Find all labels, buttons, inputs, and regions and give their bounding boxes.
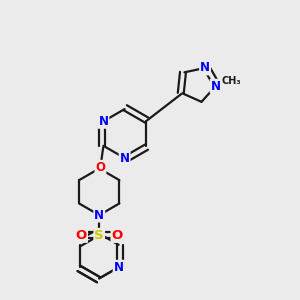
Text: CH₃: CH₃ (222, 76, 241, 86)
Text: N: N (114, 261, 124, 274)
Text: N: N (94, 208, 104, 222)
Text: O: O (95, 161, 105, 174)
Text: O: O (112, 229, 123, 242)
Text: S: S (94, 229, 104, 242)
Text: N: N (98, 115, 108, 128)
Text: O: O (76, 229, 87, 242)
Text: N: N (200, 61, 210, 74)
Text: N: N (211, 80, 220, 93)
Text: N: N (120, 152, 130, 165)
